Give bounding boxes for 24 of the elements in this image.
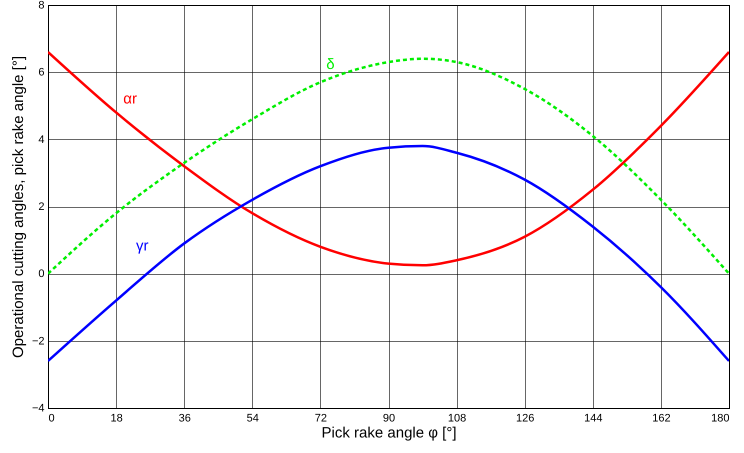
x-tick-label: 54 bbox=[246, 412, 259, 424]
x-tick-label: 144 bbox=[584, 412, 602, 424]
x-tick-label: 180 bbox=[711, 412, 730, 424]
x-tick-label: 18 bbox=[110, 412, 123, 424]
x-tick-label: 162 bbox=[652, 412, 671, 424]
series-label: αr bbox=[123, 90, 137, 108]
line-series bbox=[48, 144, 729, 362]
series-label: δ bbox=[326, 56, 335, 74]
x-axis-title: Pick rake angle φ [°] bbox=[322, 424, 456, 442]
y-tick-label: 0 bbox=[38, 268, 44, 280]
x-tick-label: 0 bbox=[48, 412, 55, 424]
x-tick-label: 36 bbox=[178, 412, 191, 424]
x-tick-label: 126 bbox=[516, 412, 534, 424]
y-axis-title: Operational cutting angles, pick rake angle [°] bbox=[10, 56, 27, 358]
x-tick-label: 72 bbox=[314, 412, 328, 424]
series-label: γr bbox=[136, 237, 148, 254]
y-tick-label: 4 bbox=[38, 134, 44, 146]
x-tick-label: 90 bbox=[382, 412, 396, 424]
y-tick-label: 8 bbox=[38, 0, 44, 12]
x-tick-label: 108 bbox=[448, 412, 466, 424]
y-tick-label: 6 bbox=[38, 66, 44, 79]
y-tick-label: 2 bbox=[38, 201, 44, 213]
y-tick-label: −4 bbox=[32, 402, 44, 414]
y-tick-label: −2 bbox=[32, 335, 44, 348]
